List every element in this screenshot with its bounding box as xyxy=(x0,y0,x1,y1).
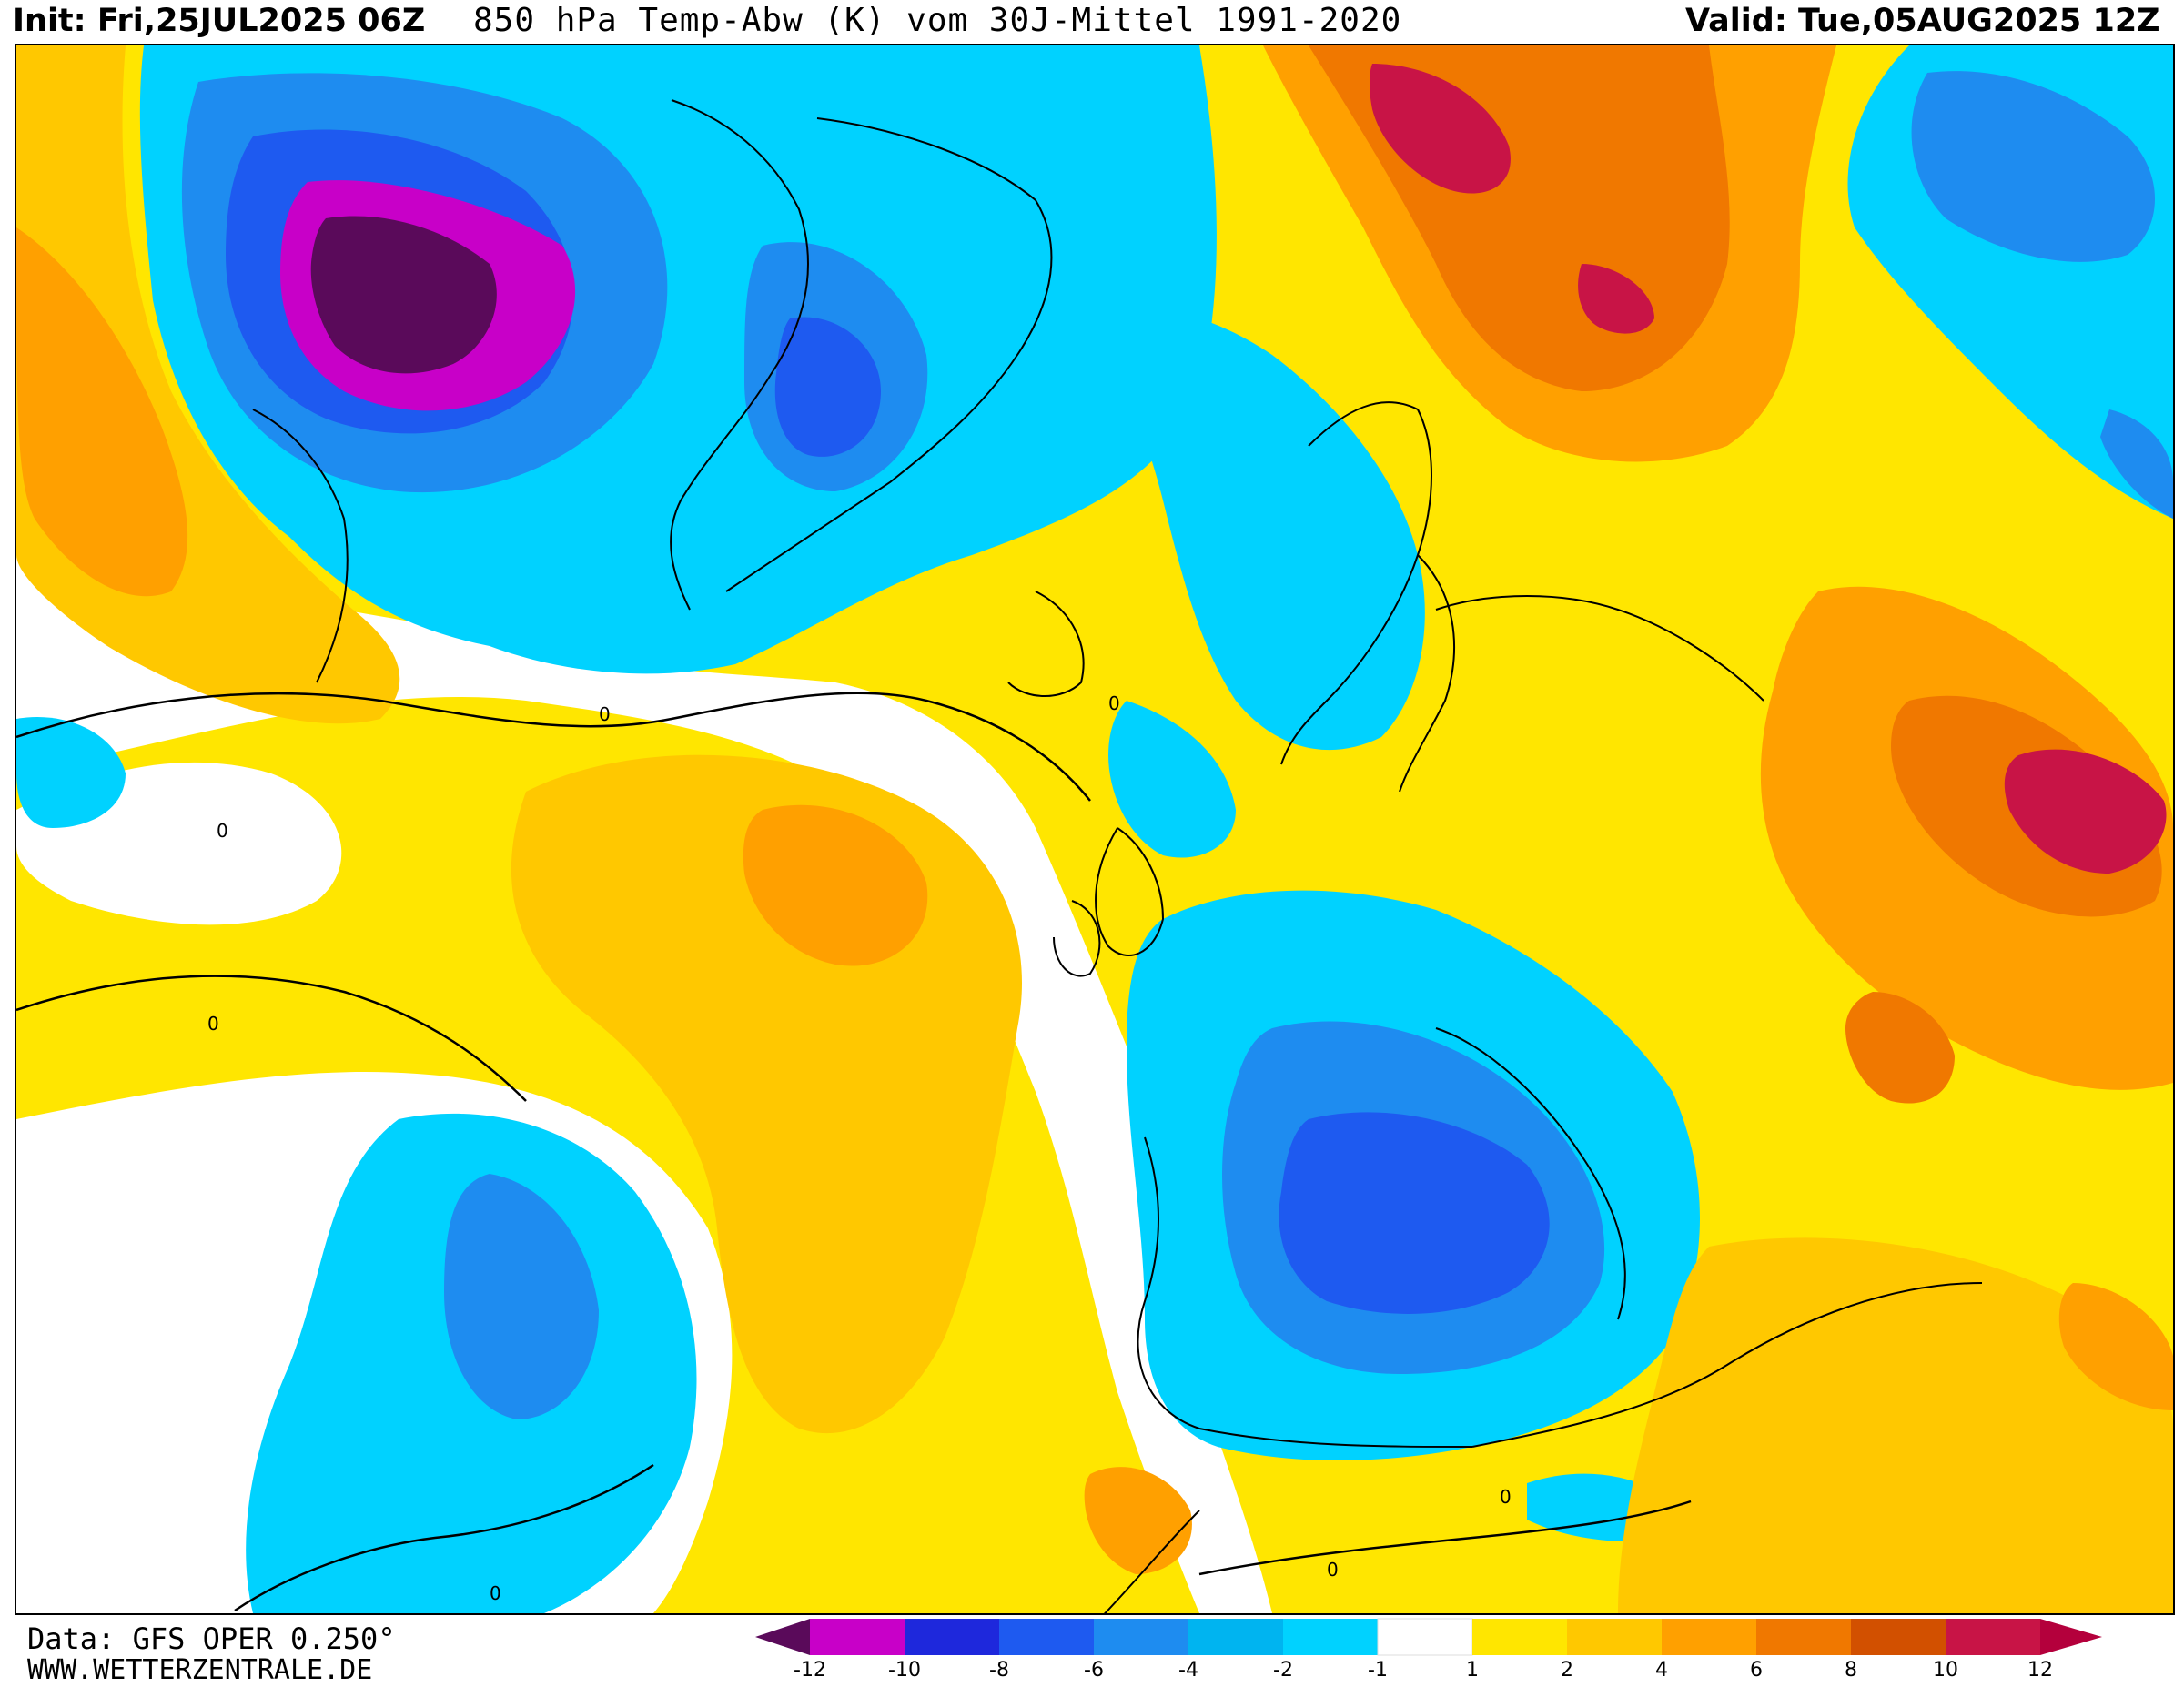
legend-arrow-left xyxy=(755,1619,810,1655)
contour-label: 0 xyxy=(207,1013,219,1035)
cold-ne-edge xyxy=(2100,409,2173,519)
legend-label: 2 xyxy=(1561,1659,1573,1682)
britain xyxy=(1095,827,1165,956)
legend-swatch xyxy=(1946,1619,2040,1655)
contour-label: 0 xyxy=(217,820,228,842)
legend-swatch xyxy=(905,1619,999,1655)
contour-label: 0 xyxy=(1108,692,1120,714)
n-africa-coast xyxy=(1471,1282,1983,1448)
website-credit: WWW.WETTERZENTRALE.DE xyxy=(27,1654,373,1686)
warm-novaya-core xyxy=(1370,64,1511,194)
color-legend: -12 -10 -8 -6 -4 -2 -1 1 2 4 6 8 10 12 xyxy=(755,1617,2157,1687)
init-time: Init: Fri,25JUL2025 06Z xyxy=(13,3,426,39)
anomaly-map: 0 0 0 0 0 0 0 xyxy=(15,44,2175,1615)
legend-swatch xyxy=(1377,1618,1473,1656)
cold-north-sea xyxy=(1108,701,1236,858)
legend-label: -8 xyxy=(989,1659,1009,1682)
iceland xyxy=(1007,591,1085,697)
legend-swatch xyxy=(1662,1619,1756,1655)
legend-swatch xyxy=(1472,1619,1567,1655)
legend-label: -6 xyxy=(1084,1659,1104,1682)
map-header: Init: Fri,25JUL2025 06Z 850 hPa Temp-Abw… xyxy=(0,0,2184,44)
legend-arrow-right xyxy=(2040,1619,2102,1655)
warm-se-core xyxy=(2058,1283,2173,1410)
contour-label: 0 xyxy=(490,1582,501,1604)
legend-label: 12 xyxy=(2027,1659,2053,1682)
cold-med-core xyxy=(1279,1112,1550,1314)
legend-label: -2 xyxy=(1273,1659,1293,1682)
cold-nw-edge xyxy=(16,717,126,828)
legend-label: 8 xyxy=(1845,1659,1857,1682)
contour-label: 0 xyxy=(599,703,611,725)
white-band-atlantic xyxy=(16,555,1272,1613)
legend-swatch xyxy=(1283,1619,1378,1655)
contour-label: 0 xyxy=(1500,1486,1512,1508)
legend-swatch xyxy=(999,1619,1094,1655)
legend-swatch xyxy=(1851,1619,1946,1655)
warm-middle-east xyxy=(1618,1237,2173,1613)
warm-labrador-core xyxy=(16,227,188,597)
legend-label: 6 xyxy=(1750,1659,1763,1682)
africa-west-coast xyxy=(1104,1510,1200,1613)
warm-siberia-core xyxy=(1578,264,1654,334)
legend-label: 1 xyxy=(1466,1659,1479,1682)
legend-label: -4 xyxy=(1178,1659,1198,1682)
legend-swatch xyxy=(1567,1619,1662,1655)
contour-labels: 0 0 0 0 0 0 0 xyxy=(207,692,1512,1604)
data-source: Data: GFS OPER 0.250° xyxy=(27,1621,396,1656)
italy-coast xyxy=(1435,1027,1626,1320)
legend-label: -12 xyxy=(794,1659,826,1682)
zero-contour-south xyxy=(234,1463,654,1612)
cold-norway xyxy=(1108,311,1425,751)
legend-swatch xyxy=(810,1619,905,1655)
map-title: 850 hPa Temp-Abw (K) vom 30J-Mittel 1991… xyxy=(473,2,1402,39)
cold-greenland-core xyxy=(774,317,881,457)
greenland-west-coast xyxy=(670,99,809,611)
legend-swatch xyxy=(1188,1619,1283,1655)
valid-time: Valid: Tue,05AUG2025 12Z xyxy=(1685,3,2160,39)
legend-swatch xyxy=(1756,1619,1851,1655)
sweden-coast xyxy=(1399,554,1455,793)
norway-coast xyxy=(1280,401,1432,765)
cold-far-ne-core xyxy=(1911,71,2155,262)
coastlines xyxy=(252,99,1983,1613)
legend-label: -1 xyxy=(1368,1659,1388,1682)
warm-black-sea-core xyxy=(2004,749,2167,874)
legend-swatch xyxy=(1094,1619,1188,1655)
iberia-coast xyxy=(1137,1136,1473,1448)
cold-south-atlantic-core xyxy=(444,1174,599,1419)
legend-label: 4 xyxy=(1655,1659,1668,1682)
warm-atlantic-core xyxy=(743,804,928,966)
baltic-coast xyxy=(1435,595,1764,702)
warm-balkan-core xyxy=(1845,992,1955,1104)
ireland xyxy=(1053,900,1101,977)
zero-contour-africa xyxy=(1198,1500,1692,1576)
anomaly-field: 0 0 0 0 0 0 0 xyxy=(16,45,2173,1613)
legend-label: 10 xyxy=(1933,1659,1958,1682)
zero-contour-north xyxy=(16,692,1091,802)
map-footer: Data: GFS OPER 0.250° WWW.WETTERZENTRALE… xyxy=(0,1617,2184,1687)
legend-bar xyxy=(755,1618,2102,1656)
greenland-east-coast xyxy=(725,117,1053,592)
zero-contour-west xyxy=(16,975,527,1102)
contour-label: 0 xyxy=(1327,1559,1339,1581)
cold-baffin-core xyxy=(310,216,497,374)
legend-label: -10 xyxy=(888,1659,921,1682)
labrador-coast xyxy=(252,409,349,683)
zero-contours xyxy=(16,692,1692,1612)
